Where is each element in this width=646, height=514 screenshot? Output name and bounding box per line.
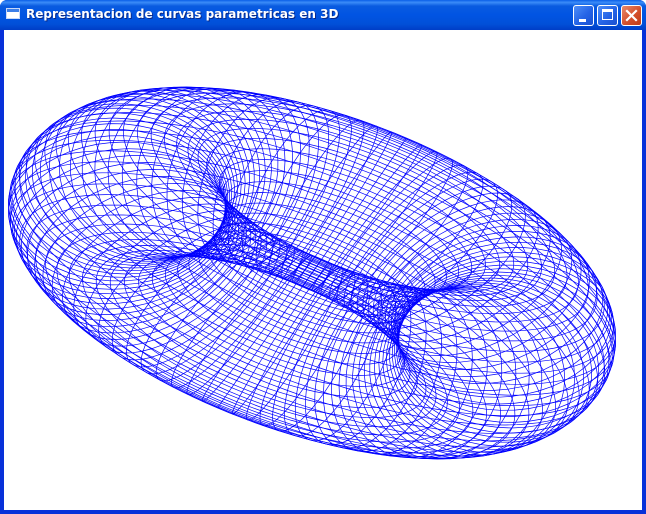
title-bar[interactable]: Representacion de curvas parametricas en… [0,0,646,30]
mesh-loop [187,118,529,297]
mesh-ring [201,254,313,402]
render-canvas[interactable] [4,30,642,510]
app-window-icon[interactable] [6,8,20,19]
mesh-loop [13,129,599,434]
mesh-loop [177,249,400,365]
mesh-loop [18,120,606,426]
mesh-loop [10,172,557,457]
close-icon [625,9,638,22]
mesh-ring [311,144,423,292]
mesh-loop [95,249,437,428]
mesh-ring [397,271,613,429]
mesh-ring [246,267,344,421]
mesh-loop [224,181,447,297]
minimize-button[interactable] [573,5,594,26]
mesh-ring [280,125,378,279]
mesh-loop [68,239,461,443]
mesh-loop [44,98,616,396]
mesh-loop [25,112,611,417]
mesh-ring [11,117,227,275]
mesh-loop [8,161,569,453]
maximize-icon [602,9,613,20]
mesh-loop [198,237,401,344]
mesh-loop [164,252,402,376]
mesh-loop [9,139,590,442]
mesh-loop [124,255,418,409]
mesh-loop [81,87,611,363]
mesh-loop [188,244,400,354]
mesh-loop [45,223,487,454]
minimize-icon [579,19,586,22]
mesh-loop [207,230,405,334]
mesh-lines [8,86,616,460]
mesh-loop [34,104,615,407]
mesh-loop [214,221,410,325]
mesh-loop [219,212,417,316]
mesh-loop [223,202,426,309]
maximize-button[interactable] [597,5,618,26]
torus-wireframe [8,86,616,460]
mesh-loop [222,170,460,294]
mesh-loop [94,86,605,352]
mesh-loop [55,93,616,385]
mesh-loop [197,128,515,293]
mesh-loop [19,194,530,460]
mesh-loop [56,231,474,449]
mesh-loop [151,255,405,387]
mesh-loop [138,255,411,398]
window-title: Representacion de curvas parametricas en… [26,7,339,21]
close-button[interactable] [621,5,642,26]
